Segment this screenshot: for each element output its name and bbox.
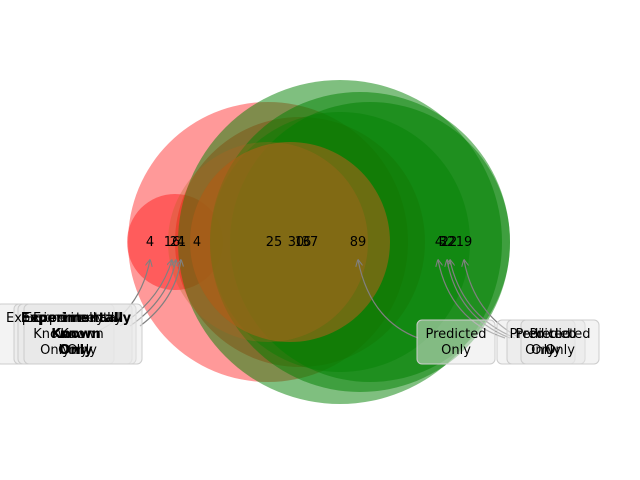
left-annotations: Experimentally Known Only Experimentally… [0, 303, 143, 365]
annotation-line: Only [531, 343, 561, 358]
annotation-line: Only [58, 343, 88, 358]
annotation-text: Predicted Only [509, 327, 570, 358]
overlap-label: 16 [295, 235, 312, 250]
overlap-label: 37 [302, 235, 319, 250]
annotation-box [416, 319, 496, 365]
annotation-text: Predicted Only [515, 327, 576, 358]
annotation-line: Only [545, 343, 575, 358]
a-only-label: 4 [177, 235, 185, 250]
annotation-line: Known [33, 327, 77, 342]
annotation-text: Predicted Only [529, 327, 590, 358]
overlap-label: 89 [350, 235, 367, 250]
annotation-line: Only [40, 343, 70, 358]
annotation-box [520, 319, 600, 365]
annotation-line: Experimentally [24, 311, 122, 326]
annotation-text: Predicted Only [425, 327, 486, 358]
a-only-label: 21 [170, 235, 187, 250]
b-only-label: 32 [439, 235, 456, 250]
a-only-label: 4 [146, 235, 154, 250]
arrow [139, 260, 181, 327]
annotation-text: Experimentally Known Only [21, 311, 132, 358]
right-annotations: Predicted Only Predicted Only Predicted … [416, 319, 600, 365]
annotation-line: Predicted [509, 327, 570, 342]
arrow [358, 260, 419, 339]
annotation-text: Experimentally Known Only [24, 311, 122, 358]
overlap-label: 30 [288, 235, 305, 250]
b-only-label: 4 [435, 235, 443, 250]
annotation-line: Experimentally [33, 311, 131, 326]
annotation-line: Only [67, 343, 97, 358]
annotation-line: Only [525, 343, 555, 358]
overlap-region [190, 142, 390, 342]
a-only-label: 4 [193, 235, 201, 250]
annotation-line: Known [51, 327, 95, 342]
a-only-label: 16 [164, 235, 181, 250]
annotation-line: Known [60, 327, 104, 342]
annotation-text: Experimentally Known Only [33, 311, 131, 358]
overlap-regions [168, 142, 390, 342]
overlap-label: 25 [266, 235, 283, 250]
annotation-line: Only [441, 343, 471, 358]
overlap-region [168, 142, 368, 342]
annotation-line: Predicted [529, 327, 590, 342]
annotation-line: Experimentally [6, 311, 104, 326]
annotation-line: Predicted [515, 327, 576, 342]
region-labels: 4 16 21 4 4 25 30 16 37 89 4 32 22 19 [146, 235, 472, 250]
b-only-label: 22 [441, 235, 458, 250]
annotation-box [23, 303, 143, 365]
annotation-text: Experimentally Known Only [6, 311, 104, 358]
annotation-line: Predicted [425, 327, 486, 342]
b-only-label: 19 [456, 235, 473, 250]
annotation-line: Experimentally [21, 311, 132, 326]
annotation-line: Known [51, 327, 101, 342]
annotation-line: Only [59, 343, 93, 358]
